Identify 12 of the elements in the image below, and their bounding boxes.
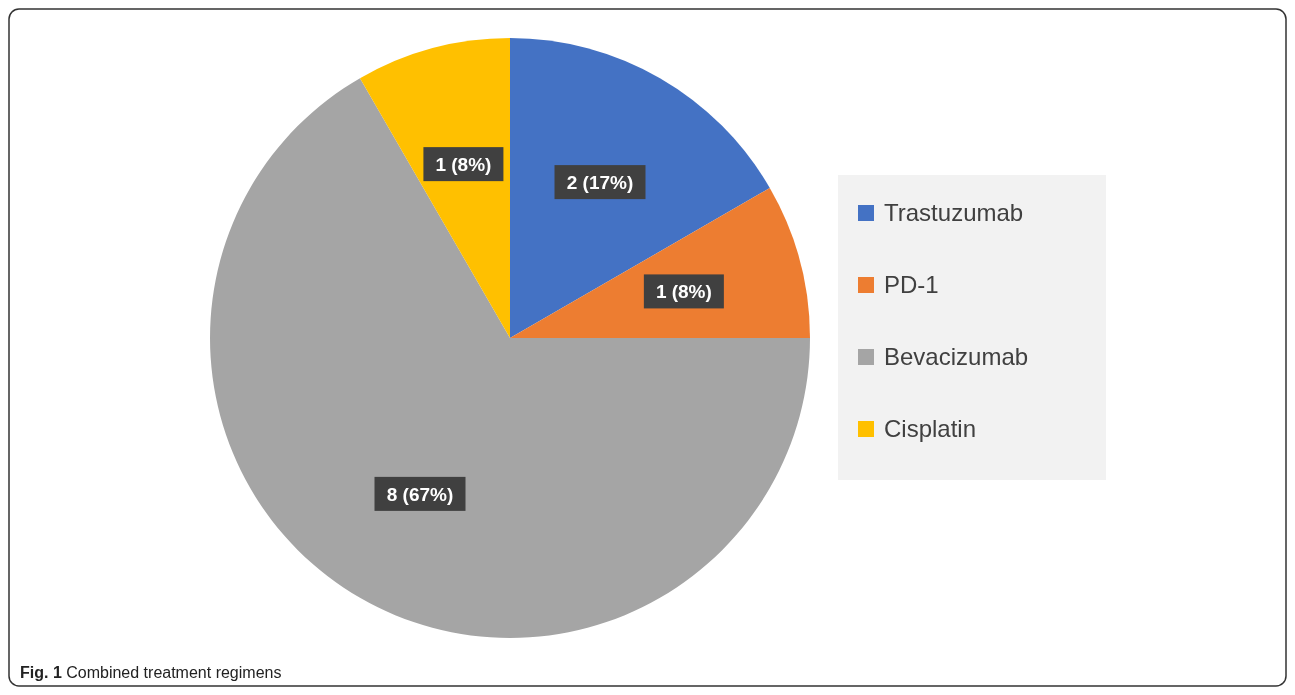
pie-slice (210, 78, 810, 638)
data-label: 1 (8%) (655, 281, 712, 303)
legend-label: PD-1 (884, 271, 939, 299)
pie-slice (510, 38, 770, 338)
data-label: 2 (17%) (566, 171, 634, 193)
legend-label: Trastuzumab (884, 199, 1024, 227)
caption: Fig. 1 Combined treatment regimens (20, 664, 282, 681)
legend-label: Cisplatin (884, 415, 977, 443)
data-label: 1 (8%) (435, 153, 492, 175)
legend-label: Bevacizumab (884, 343, 1029, 371)
pie-slice (360, 38, 510, 338)
data-label: 8 (67%) (386, 483, 454, 505)
